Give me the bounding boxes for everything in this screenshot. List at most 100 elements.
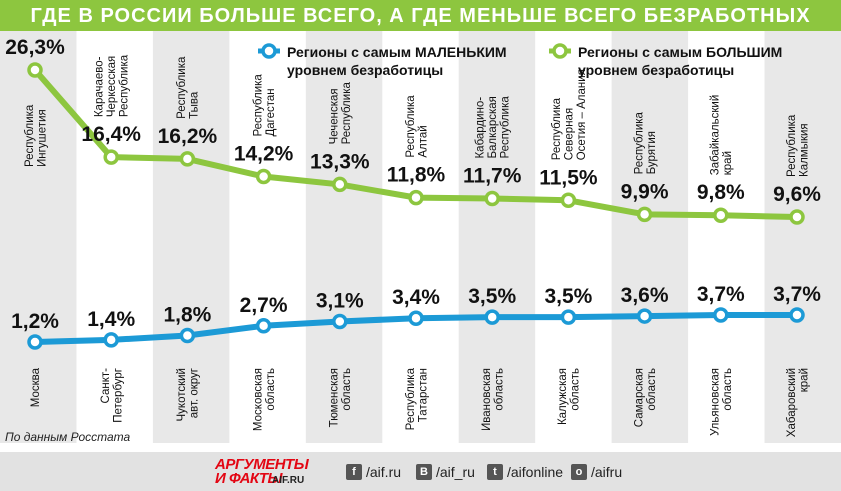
region-label-low-line: область xyxy=(570,368,582,411)
region-label-high-line: край xyxy=(722,151,734,175)
value-label-high: 16,4% xyxy=(81,123,141,146)
region-label-high: Республика Калмыкия xyxy=(786,114,811,177)
value-label-high: 9,6% xyxy=(773,183,821,206)
region-label-low-line: Ивановская xyxy=(481,368,493,431)
region-label-low: Ивановская область xyxy=(481,368,506,431)
column-stripe xyxy=(305,31,383,443)
region-label-low-line: Московская xyxy=(252,368,264,431)
social-facebook[interactable]: f /aif.ru xyxy=(346,463,401,481)
legend-low-text: уровнем безработицы xyxy=(287,62,443,78)
region-label-high: Республика Алтай xyxy=(405,95,430,158)
value-label-low: 1,2% xyxy=(11,310,59,333)
region-label-high-line: Кабардино- xyxy=(475,97,487,159)
value-label-low: 3,1% xyxy=(316,289,364,312)
social-odnoklassniki[interactable]: о /aifru xyxy=(571,463,622,481)
region-label-high-line: Республика xyxy=(786,114,798,177)
column-stripe xyxy=(458,31,536,443)
region-label-high-line: Республика xyxy=(341,82,353,145)
region-label-high: Республика Ингушетия xyxy=(24,104,49,167)
region-label-high-line: Республика xyxy=(405,95,417,158)
region-label-low: Чукотский авт. округ xyxy=(176,368,201,422)
title-bar: ГДЕ В РОССИИ БОЛЬШЕ ВСЕГО, А ГДЕ МЕНЬШЕ … xyxy=(0,0,841,31)
value-label-low: 2,7% xyxy=(240,294,288,317)
region-label-high: Забайкальский край xyxy=(710,95,735,176)
region-label-low-line: Татарстан xyxy=(417,368,429,422)
logo-line2: И ФАКТЫ xyxy=(215,470,283,487)
region-label-high-line: Алтай xyxy=(417,125,429,157)
region-label-high: Республика Бурятия xyxy=(633,111,658,174)
data-point-high xyxy=(408,189,424,206)
region-label-high-line: Республика xyxy=(633,111,645,174)
legend-high-marker xyxy=(552,43,568,59)
region-label-low: Хабаровский край xyxy=(786,368,811,437)
region-label-high-line: Балкарская xyxy=(487,96,499,158)
region-label-high-line: Ингушетия xyxy=(36,109,48,167)
region-label-high-line: Карачаево- xyxy=(94,56,106,117)
region-label-low-line: область xyxy=(493,368,505,411)
column-stripe xyxy=(611,31,689,443)
value-label-high: 9,9% xyxy=(621,180,669,203)
region-label-high: Кабардино- Балкарская Республика xyxy=(475,96,512,159)
region-label-high-line: Республика xyxy=(252,74,264,137)
region-label-low-line: Хабаровский xyxy=(786,368,798,437)
value-label-high: 26,3% xyxy=(5,36,65,59)
region-label-high-line: Бурятия xyxy=(646,131,658,174)
region-label-low-line: край xyxy=(798,368,810,392)
region-label-high-line: Дагестан xyxy=(265,88,277,136)
social-vk[interactable]: В /aif_ru xyxy=(416,463,475,481)
data-point-high xyxy=(332,176,348,193)
region-label-high-line: Осетия – Алания xyxy=(576,69,588,160)
data-point-low xyxy=(179,327,196,344)
social-odnoklassniki-text: /aifru xyxy=(591,464,623,480)
region-label-low: Самарская область xyxy=(633,368,658,427)
region-label-low-line: Тюменская xyxy=(329,368,341,427)
social-facebook-text: /aif.ru xyxy=(366,464,402,480)
data-point-low xyxy=(103,332,119,348)
region-label-low-line: авт. округ xyxy=(189,368,201,418)
social-vk-text: /aif_ru xyxy=(436,464,475,480)
value-label-low: 3,5% xyxy=(468,285,516,308)
aif-logo[interactable]: АРГУМЕНТЫ И ФАКТЫ AIF.RU xyxy=(215,457,309,487)
region-label-high: Чеченская Республика xyxy=(329,82,354,145)
data-point-low xyxy=(484,309,500,325)
value-label-low: 3,7% xyxy=(697,283,745,306)
column-stripe xyxy=(152,31,230,443)
region-label-high-line: Чеченская xyxy=(329,88,341,144)
region-label-high-line: Забайкальский xyxy=(710,95,722,176)
data-point-high xyxy=(103,149,119,165)
legend-low-marker xyxy=(261,43,277,59)
legend-high-text: Регионы с самым БОЛЬШИМ xyxy=(578,44,782,60)
region-label-high-line: Республика xyxy=(176,56,188,119)
region-label-low-line: Чукотский xyxy=(176,368,188,422)
region-label-low-line: Республика xyxy=(405,367,417,430)
region-label-high-line: Тыва xyxy=(189,91,201,119)
region-label-low-line: Самарская xyxy=(633,368,645,427)
source-note: По данным Росстата xyxy=(5,430,131,444)
region-label-high: Республика Тыва xyxy=(176,56,201,119)
data-point-low xyxy=(255,318,272,334)
column-stripe xyxy=(764,31,841,443)
unemployment-chart: 26,3% 16,4% 16,2% 14,2% 13,3% 11,8% 11,7% 11,5%… xyxy=(0,31,841,443)
data-point-low xyxy=(408,310,424,326)
legend-low-text: Регионы с самым МАЛЕНЬКИМ xyxy=(287,44,507,60)
region-label-low-line: Калужская xyxy=(557,368,569,425)
region-label-low: Республика Татарстан xyxy=(405,367,430,430)
value-label-high: 11,8% xyxy=(387,164,446,187)
region-label-high: Карачаево- Черкесская Республика xyxy=(94,54,131,117)
region-label-low-line: область xyxy=(341,368,353,411)
social-twitter-text: /aifonline xyxy=(507,464,564,480)
region-label-low-line: Санкт- xyxy=(100,368,112,404)
value-label-high: 13,3% xyxy=(310,150,370,173)
social-twitter[interactable]: t /aifonline xyxy=(487,463,563,481)
data-point-high xyxy=(560,192,577,209)
value-label-low: 3,4% xyxy=(392,286,440,309)
value-label-high: 11,7% xyxy=(463,165,522,188)
region-label-low-line: область xyxy=(265,368,277,411)
region-label-low: Москва xyxy=(30,367,42,407)
region-label-low: Санкт- Петербург xyxy=(100,368,125,423)
region-label-low: Ульяновская область xyxy=(710,368,735,436)
region-label-high-line: Северная xyxy=(563,108,575,160)
data-point-high xyxy=(179,151,196,167)
value-label-high: 14,2% xyxy=(234,143,294,166)
